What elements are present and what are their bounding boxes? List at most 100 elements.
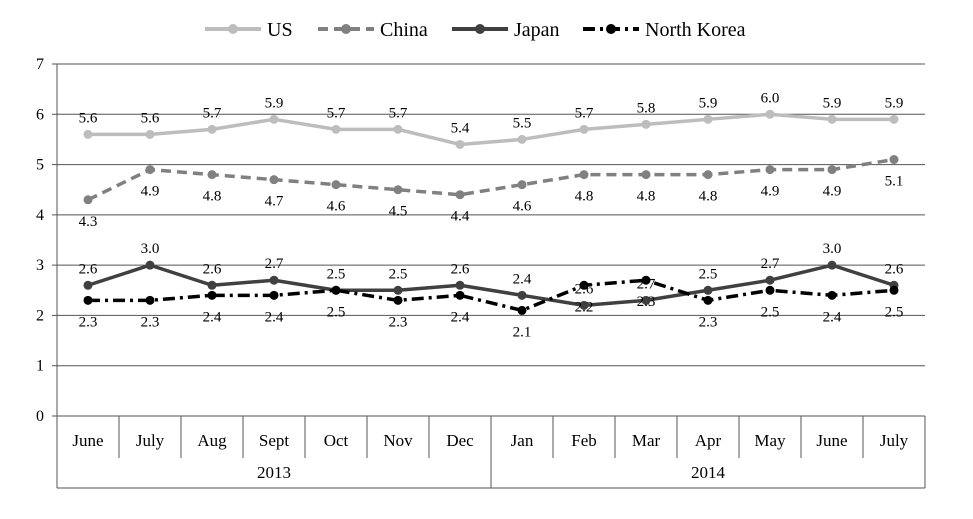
data-point <box>207 124 217 134</box>
category-label: Oct <box>324 431 349 450</box>
data-point <box>579 300 589 310</box>
legend-label: North Korea <box>645 19 746 41</box>
data-point <box>827 165 837 175</box>
data-point <box>765 109 775 119</box>
data-label: 2.4 <box>823 309 842 325</box>
y-tick-label: 2 <box>36 307 44 324</box>
data-label: 4.3 <box>79 214 98 230</box>
data-label: 4.8 <box>699 189 718 205</box>
axes: 0 1 2 3 4 5 6 7 June July Aug Sept Oct Nov Dec Jan Feb Ma… <box>36 56 926 489</box>
data-point <box>641 119 651 129</box>
data-label: 2.6 <box>79 261 98 277</box>
category-label: June <box>72 431 103 450</box>
y-tick-label: 5 <box>36 157 44 174</box>
data-point <box>455 280 465 290</box>
y-tick-label: 3 <box>36 257 44 274</box>
data-point <box>703 285 713 295</box>
data-label: 4.6 <box>327 199 346 215</box>
legend-label: US <box>267 19 293 41</box>
data-point <box>765 285 775 295</box>
data-point <box>765 275 775 285</box>
data-label: 2.4 <box>203 309 222 325</box>
y-tick-label: 1 <box>36 358 44 375</box>
data-label: 5.5 <box>513 115 532 131</box>
series-lines <box>83 109 899 315</box>
y-tick-label: 7 <box>36 56 44 73</box>
data-point <box>889 114 899 124</box>
data-point <box>517 290 527 300</box>
data-point <box>889 285 899 295</box>
data-point <box>455 190 465 200</box>
data-point <box>83 129 93 139</box>
data-point <box>83 280 93 290</box>
data-label: 2.6 <box>451 261 470 277</box>
legend-label: China <box>380 19 428 41</box>
data-label: 2.6 <box>575 281 594 297</box>
data-label: 5.9 <box>823 95 842 111</box>
year-label: 2014 <box>691 463 726 482</box>
data-point <box>269 275 279 285</box>
category-label: Nov <box>383 431 413 450</box>
legend-marker <box>475 24 485 34</box>
data-label: 4.5 <box>389 204 408 220</box>
category-label: July <box>880 431 909 450</box>
data-label: 5.7 <box>327 105 346 121</box>
data-point <box>269 175 279 185</box>
data-point <box>517 305 527 315</box>
gridlines <box>57 63 925 367</box>
series-line-north-korea <box>88 278 895 313</box>
series-line-japan <box>87 263 895 308</box>
data-point <box>145 165 155 175</box>
data-label: 4.4 <box>451 209 470 225</box>
data-label: 4.9 <box>823 184 842 200</box>
data-point <box>641 295 651 305</box>
data-label: 5.7 <box>575 105 594 121</box>
category-label: June <box>816 431 847 450</box>
category-label: Aug <box>197 431 227 450</box>
data-point <box>331 124 341 134</box>
data-label: 5.9 <box>699 95 718 111</box>
data-label: 2.3 <box>637 294 656 310</box>
data-label: 2.7 <box>761 256 780 272</box>
data-point <box>765 165 775 175</box>
data-point <box>83 195 93 205</box>
data-label: 2.4 <box>513 271 532 287</box>
data-label: 4.8 <box>575 189 594 205</box>
data-label: 5.1 <box>885 174 904 190</box>
data-label: 2.5 <box>761 304 780 320</box>
data-label: 3.0 <box>141 241 160 257</box>
data-label: 2.5 <box>699 266 718 282</box>
data-point <box>517 180 527 190</box>
data-point <box>703 295 713 305</box>
data-point <box>827 114 837 124</box>
data-point <box>145 129 155 139</box>
data-point <box>827 290 837 300</box>
data-point <box>641 275 651 285</box>
data-label: 2.4 <box>451 309 470 325</box>
data-point <box>269 114 279 124</box>
data-point <box>207 170 217 180</box>
data-label: 2.4 <box>265 309 284 325</box>
data-label: 4.9 <box>141 184 160 200</box>
data-point <box>579 280 589 290</box>
data-point <box>331 180 341 190</box>
series-line-china <box>87 157 895 202</box>
data-point <box>827 260 837 270</box>
data-point <box>579 124 589 134</box>
data-point <box>331 285 341 295</box>
category-label: Sept <box>259 431 290 450</box>
data-point <box>517 134 527 144</box>
data-label: 2.5 <box>389 266 408 282</box>
legend-label: Japan <box>514 19 560 41</box>
data-label: 4.8 <box>203 189 222 205</box>
data-point <box>207 280 217 290</box>
data-point <box>393 285 403 295</box>
data-label: 5.8 <box>637 100 656 116</box>
data-label: 2.2 <box>575 299 594 315</box>
data-label: 5.9 <box>885 95 904 111</box>
data-label: 2.3 <box>699 314 718 330</box>
data-label: 5.6 <box>141 110 160 126</box>
data-label: 4.9 <box>761 184 780 200</box>
category-label: May <box>754 431 786 450</box>
data-point <box>393 124 403 134</box>
